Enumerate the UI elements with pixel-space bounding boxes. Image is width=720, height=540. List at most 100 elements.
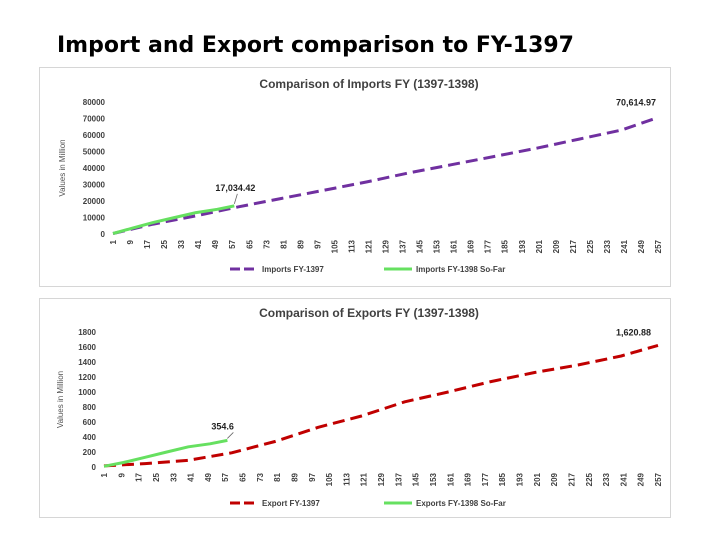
x-tick-label: 169	[464, 472, 473, 486]
series-line-fy1397	[103, 343, 659, 468]
x-tick-label: 249	[637, 472, 646, 486]
x-tick-label: 25	[152, 472, 161, 481]
y-tick-label: 1000	[78, 388, 96, 397]
x-tick-label: 225	[585, 472, 594, 486]
x-tick-label: 33	[169, 472, 178, 481]
y-tick-label: 200	[83, 448, 97, 457]
x-tick-label: 97	[308, 472, 317, 481]
y-tick-label: 1600	[78, 343, 96, 352]
x-tick-label: 17	[135, 472, 144, 481]
x-tick-label: 41	[194, 239, 203, 248]
y-tick-label: 60000	[83, 131, 106, 140]
imports-line-chart: Comparison of Imports FY (1397-1398) Valu…	[58, 77, 663, 274]
x-tick-label: 193	[518, 239, 527, 253]
x-tick-label: 89	[296, 239, 305, 248]
x-tick-label: 233	[603, 239, 612, 253]
series-line-fy1397	[112, 116, 659, 235]
x-tick-label: 73	[262, 239, 271, 248]
legend-entry: Imports FY-1398 So-Far	[416, 265, 505, 274]
y-tick-label: 600	[83, 418, 97, 427]
x-tick-label: 1	[109, 239, 118, 244]
y-tick-label: 50000	[83, 148, 106, 157]
series-line-fy1398	[103, 438, 228, 468]
y-tick-label: 20000	[83, 197, 106, 206]
x-tick-label: 129	[382, 239, 391, 253]
y-tick-label: 800	[83, 403, 97, 412]
x-tick-label: 153	[429, 472, 438, 486]
exports-line-chart: Comparison of Exports FY (1397-1398) Valu…	[56, 306, 663, 508]
x-tick-label: 81	[273, 472, 282, 481]
x-tick-label: 249	[637, 239, 646, 253]
y-axis-label: Values in Million	[58, 139, 67, 196]
y-tick-label: 40000	[83, 164, 106, 173]
x-tick-label: 241	[620, 239, 629, 253]
x-tick-label: 89	[290, 472, 299, 481]
x-tick-label: 161	[446, 472, 455, 486]
x-tick-label: 105	[330, 239, 339, 253]
x-tick-label: 185	[498, 472, 507, 486]
x-tick-label: 41	[187, 472, 196, 481]
y-tick-label: 0	[101, 230, 106, 239]
y-axis-label: Values in Million	[56, 371, 65, 428]
x-tick-label: 201	[535, 239, 544, 253]
legend-entry: Exports FY-1398 So-Far	[416, 499, 506, 508]
exports-chart-panel: Comparison of Exports FY (1397-1398) Valu…	[39, 298, 671, 518]
x-tick-label: 105	[325, 472, 334, 486]
x-tick-label: 49	[204, 472, 213, 481]
x-tick-label: 185	[501, 239, 510, 253]
x-tick-label: 121	[364, 239, 373, 253]
y-tick-label: 0	[92, 463, 97, 472]
y-tick-label: 30000	[83, 181, 106, 190]
data-label: 354.6	[211, 421, 234, 431]
x-tick-label: 193	[516, 472, 525, 486]
x-tick-label: 209	[552, 239, 561, 253]
x-tick-label: 49	[211, 239, 220, 248]
x-tick-label: 17	[143, 239, 152, 248]
x-tick-label: 57	[221, 472, 230, 481]
x-tick-label: 217	[569, 239, 578, 253]
x-tick-label: 217	[567, 472, 576, 486]
x-tick-label: 1	[100, 472, 109, 477]
data-label-leader	[227, 432, 234, 439]
x-tick-label: 161	[450, 239, 459, 253]
x-tick-label: 137	[399, 239, 408, 253]
x-tick-label: 81	[279, 239, 288, 248]
x-tick-label: 33	[177, 239, 186, 248]
data-label: 17,034.42	[215, 183, 255, 193]
y-tick-label: 10000	[83, 214, 106, 223]
x-tick-label: 241	[619, 472, 628, 486]
y-tick-label: 1200	[78, 373, 96, 382]
x-tick-label: 209	[550, 472, 559, 486]
legend-entry: Export FY-1397	[262, 499, 320, 508]
x-tick-label: 113	[342, 472, 351, 485]
y-tick-label: 70000	[83, 115, 106, 124]
chart-title: Comparison of Exports FY (1397-1398)	[259, 306, 479, 320]
x-tick-label: 169	[467, 239, 476, 253]
x-tick-label: 177	[481, 472, 490, 486]
chart-title: Comparison of Imports FY (1397-1398)	[259, 77, 478, 91]
data-label-leader	[233, 193, 238, 205]
x-tick-label: 145	[412, 472, 421, 486]
x-tick-label: 9	[126, 239, 135, 244]
x-tick-label: 257	[654, 239, 663, 253]
x-tick-label: 153	[433, 239, 442, 253]
x-tick-label: 25	[160, 239, 169, 248]
x-tick-label: 177	[484, 239, 493, 253]
x-tick-label: 121	[360, 472, 369, 486]
x-tick-label: 9	[117, 472, 126, 477]
y-tick-label: 400	[83, 433, 97, 442]
data-label: 1,620.88	[616, 327, 651, 337]
x-tick-label: 65	[239, 472, 248, 481]
slide-title: Import and Export comparison to FY-1397	[57, 33, 574, 58]
x-tick-label: 137	[394, 472, 403, 486]
x-tick-label: 65	[245, 239, 254, 248]
x-tick-label: 97	[313, 239, 322, 248]
y-tick-label: 80000	[83, 98, 106, 107]
imports-chart-panel: Comparison of Imports FY (1397-1398) Valu…	[39, 67, 671, 287]
x-tick-label: 113	[347, 239, 356, 252]
x-tick-label: 57	[228, 239, 237, 248]
data-label: 70,614.97	[616, 97, 656, 107]
x-tick-label: 129	[377, 472, 386, 486]
y-tick-label: 1400	[78, 358, 96, 367]
series-line-fy1398	[112, 204, 235, 235]
